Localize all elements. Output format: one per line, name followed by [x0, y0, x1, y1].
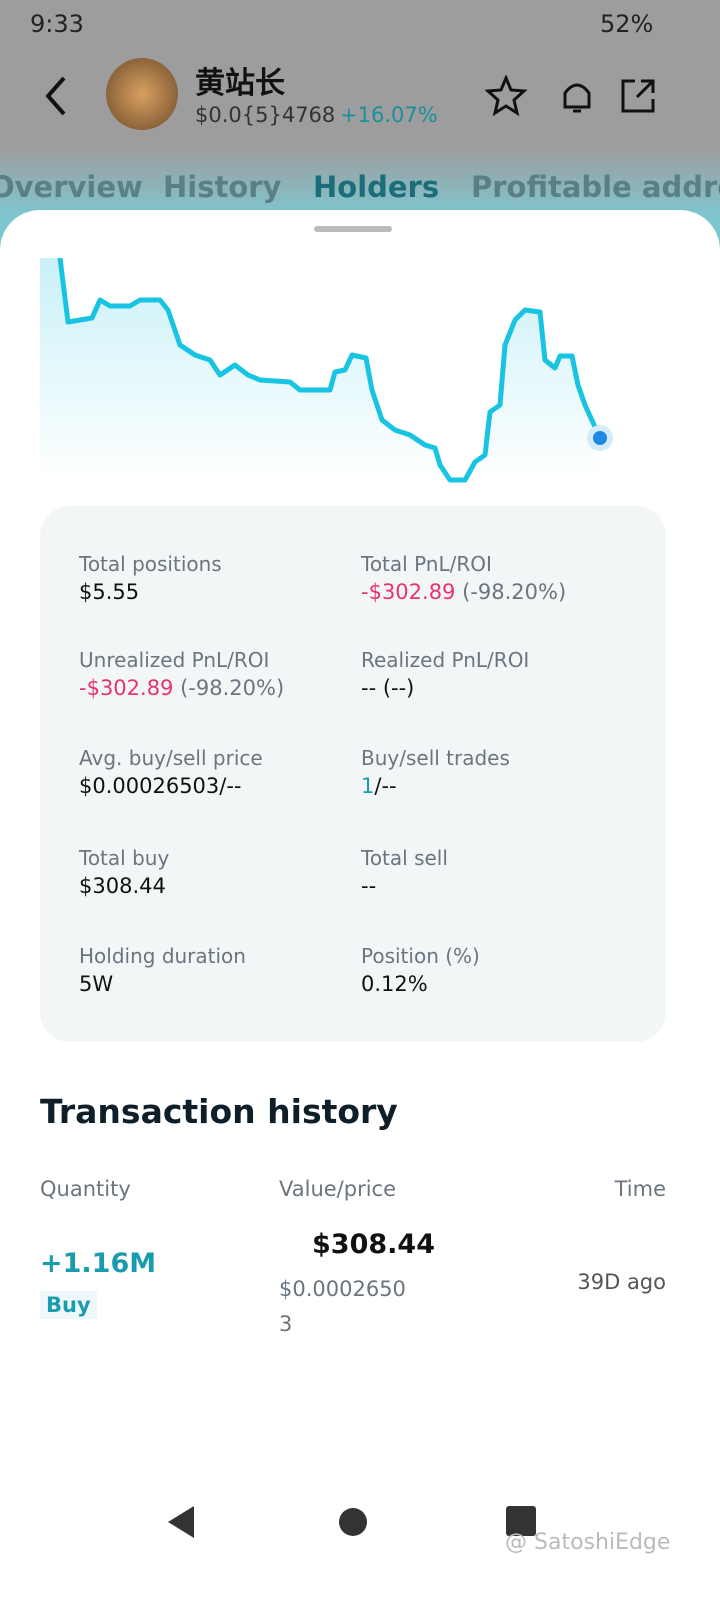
- stat-value: -$302.89 (-98.20%): [361, 580, 566, 604]
- value-part: --: [361, 874, 377, 898]
- stat-value: 5W: [79, 972, 113, 996]
- token-price: $0.0{5}4768: [195, 103, 336, 127]
- value-part: 5W: [79, 972, 114, 996]
- column-header[interactable]: Value/price: [279, 1177, 397, 1201]
- quantity: +1.16M: [40, 1248, 157, 1279]
- stat-label: Total positions: [79, 552, 222, 576]
- stat-label: Buy/sell trades: [361, 746, 510, 770]
- stat-label: Total PnL/ROI: [361, 552, 492, 576]
- value-part: -$302.89: [79, 676, 174, 700]
- watermark: @ SatoshiEdge: [505, 1530, 671, 1555]
- stat-label: Total sell: [361, 846, 448, 870]
- column-header: Time: [614, 1177, 666, 1201]
- nav-bar[interactable]: [160, 1500, 560, 1544]
- back-button[interactable]: [40, 72, 72, 120]
- tx-value: $308.44: [312, 1229, 435, 1260]
- tx-time: 39D ago: [577, 1270, 666, 1294]
- value-part: $0.00026503/--: [79, 774, 242, 798]
- stat-label: Holding duration: [79, 944, 246, 968]
- stats-card: [40, 506, 666, 1042]
- value-part: (-98.20%): [173, 676, 285, 700]
- tx-price: $0.00026503: [279, 1277, 406, 1336]
- stat-label: Unrealized PnL/ROI: [79, 648, 270, 672]
- stat-label: Total buy: [79, 846, 170, 870]
- token-name: 黄站长: [195, 66, 285, 101]
- value-part: 0.12%: [361, 972, 428, 996]
- section-title: Transaction history: [40, 1092, 398, 1131]
- value-part: $308.44: [79, 874, 166, 898]
- battery: 52%: [600, 10, 654, 38]
- price-change: +16.07%: [340, 103, 438, 127]
- column-header: Quantity: [40, 1177, 131, 1201]
- tab[interactable]: History: [163, 170, 282, 204]
- stat-value: --: [361, 874, 376, 898]
- stat-value: $308.44: [79, 874, 166, 898]
- header-actions[interactable]: [485, 75, 665, 117]
- clock: 9:33: [30, 10, 84, 38]
- side-badge: Buy: [40, 1291, 97, 1319]
- tab[interactable]: Overview: [0, 170, 143, 204]
- value-part: -$302.89: [361, 580, 456, 604]
- value-part: (-98.20%): [455, 580, 567, 604]
- value-part: -- (--): [361, 676, 415, 700]
- stat-value: -- (--): [361, 676, 414, 700]
- stat-label: Position (%): [361, 944, 480, 968]
- stat-value: -$302.89 (-98.20%): [79, 676, 284, 700]
- pnl-chart: [40, 257, 613, 483]
- stat-value: 0.12%: [361, 972, 428, 996]
- drag-handle[interactable]: [314, 226, 392, 232]
- value-part: 1: [361, 774, 375, 798]
- tab[interactable]: Profitable addresses: [471, 170, 720, 204]
- stat-value: 1/--: [361, 774, 397, 798]
- stat-label: Avg. buy/sell price: [79, 746, 263, 770]
- stat-value: $0.00026503/--: [79, 774, 242, 798]
- stat-label: Realized PnL/ROI: [361, 648, 530, 672]
- value-part: $5.55: [79, 580, 140, 604]
- tab-active[interactable]: Holders: [313, 170, 440, 204]
- avatar: [106, 58, 178, 130]
- stat-value: $5.55: [79, 580, 139, 604]
- value-part: /--: [374, 774, 397, 798]
